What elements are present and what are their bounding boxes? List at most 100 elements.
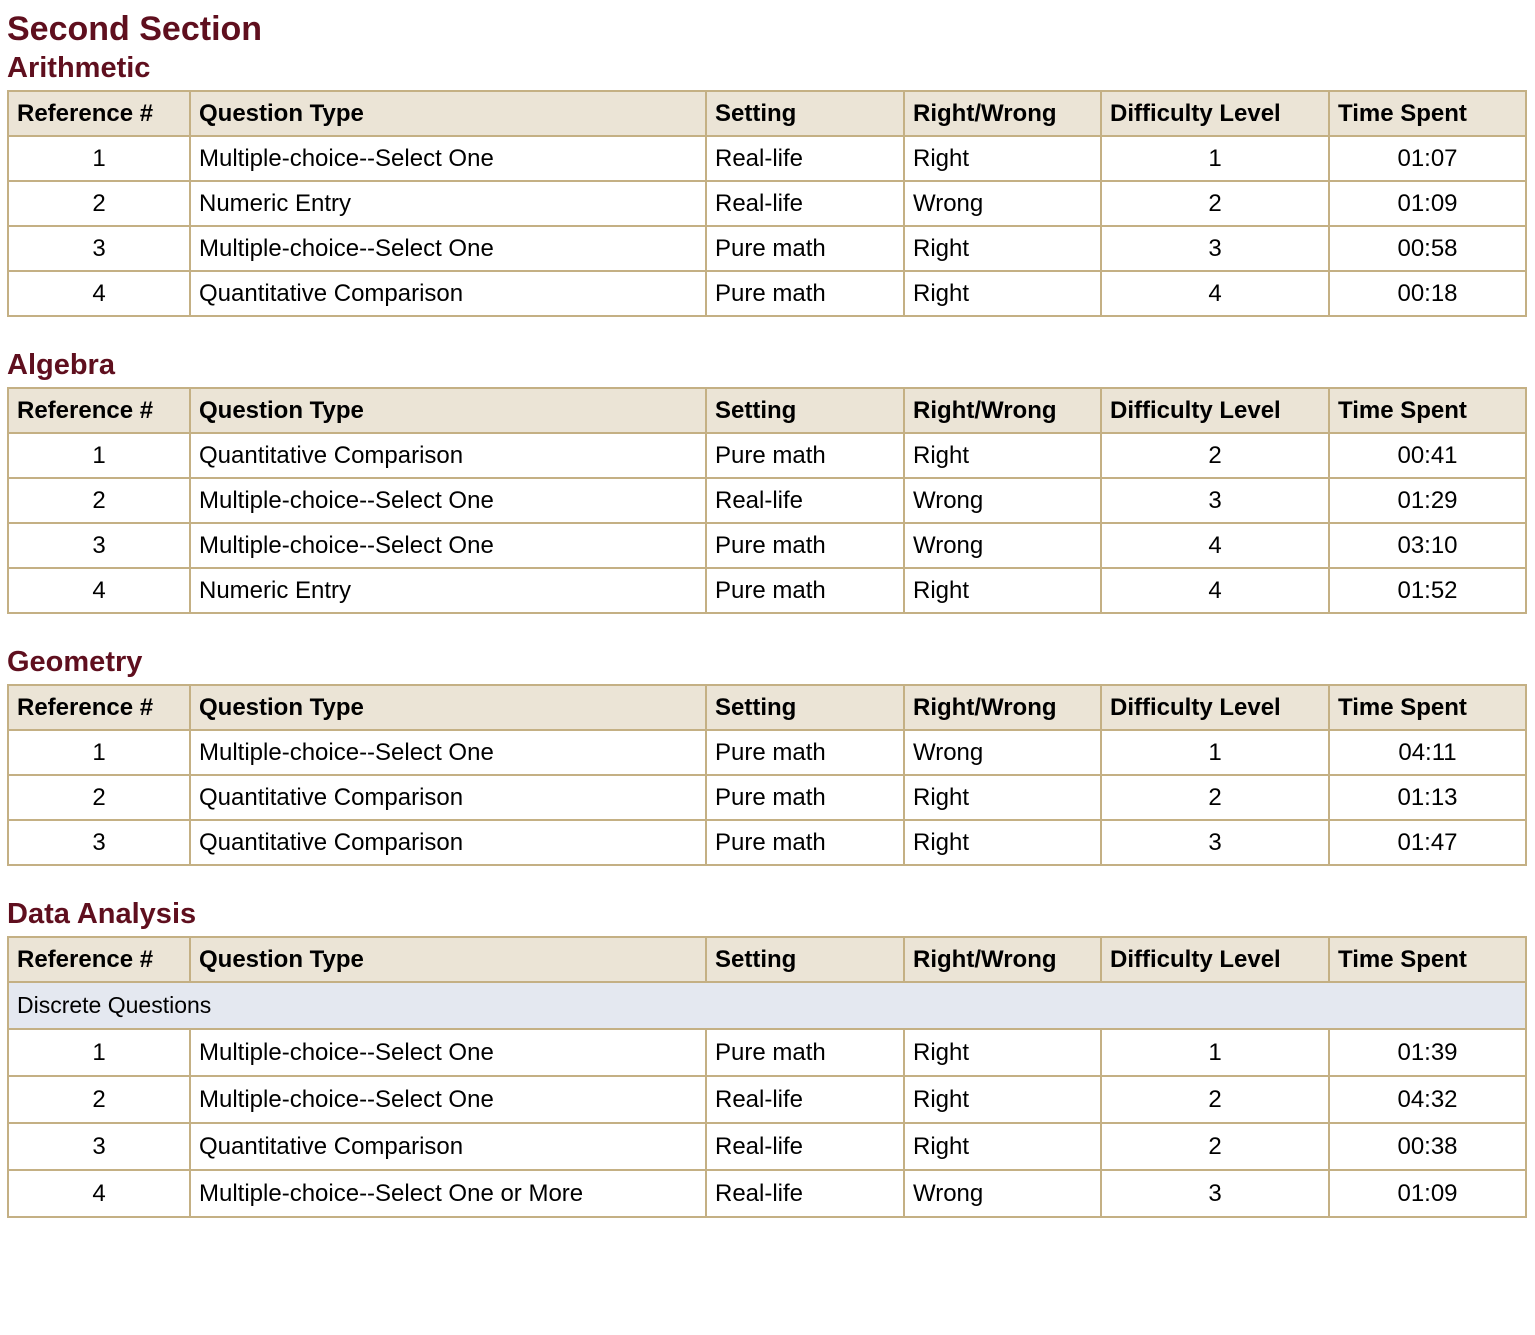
column-header: Time Spent — [1328, 387, 1527, 434]
column-header: Difficulty Level — [1100, 936, 1330, 983]
table-cell: Quantitative Comparison — [189, 1122, 707, 1171]
section-heading: Algebra — [7, 349, 115, 381]
table-cell: Multiple-choice--Select One — [189, 1028, 707, 1077]
table-cell: Real-life — [705, 477, 905, 524]
table-cell: 2 — [7, 180, 191, 227]
table-cell: Multiple-choice--Select One — [189, 522, 707, 569]
table-cell: 1 — [7, 1028, 191, 1077]
table-cell: 00:41 — [1328, 432, 1527, 479]
table-cell: 1 — [1100, 135, 1330, 182]
column-header: Right/Wrong — [903, 90, 1102, 137]
table-row: 3 Quantitative Comparison Pure math Right 3 0… — [7, 819, 1527, 866]
section-geometry: Geometry Reference # Question Type Setting R… — [7, 644, 1527, 866]
table-row: 4 Quantitative Comparison Pure math Right 4 0… — [7, 270, 1527, 317]
table-cell: Real-life — [705, 1075, 905, 1124]
table-cell: 2 — [7, 477, 191, 524]
table-row: 4 Numeric Entry Pure math Right 4 01:52 — [7, 567, 1527, 614]
table-cell: 2 — [7, 774, 191, 821]
table-cell: 2 — [1100, 774, 1330, 821]
table-cell: 1 — [1100, 1028, 1330, 1077]
table-cell: Real-life — [705, 135, 905, 182]
page-title: Second Section — [7, 10, 263, 48]
table-cell: Wrong — [903, 180, 1102, 227]
column-header: Right/Wrong — [903, 936, 1102, 983]
table-cell: Quantitative Comparison — [189, 819, 707, 866]
section-heading: Data Analysis — [7, 898, 197, 930]
group-row: Discrete Questions — [7, 981, 1527, 1030]
table-cell: Pure math — [705, 270, 905, 317]
results-table: Reference # Question Type Setting Right/Wro… — [7, 684, 1527, 866]
column-header: Setting — [705, 90, 905, 137]
page: Second Section Arithmetic Reference # Ques… — [7, 10, 1527, 1218]
table-cell: 01:09 — [1328, 180, 1527, 227]
table-cell: Multiple-choice--Select One — [189, 225, 707, 272]
table-cell: 2 — [1100, 180, 1330, 227]
table-row: 3 Quantitative Comparison Real-life Right 2 0… — [7, 1122, 1527, 1171]
column-header: Time Spent — [1328, 684, 1527, 731]
column-header: Reference # — [7, 90, 191, 137]
column-header: Setting — [705, 936, 905, 983]
table-cell: 00:38 — [1328, 1122, 1527, 1171]
table-cell: 01:52 — [1328, 567, 1527, 614]
column-header: Difficulty Level — [1100, 387, 1330, 434]
table-cell: 01:07 — [1328, 135, 1527, 182]
table-cell: 04:32 — [1328, 1075, 1527, 1124]
table-header-row: Reference # Question Type Setting Right/Wro… — [7, 936, 1527, 983]
table-cell: Right — [903, 774, 1102, 821]
table-cell: 3 — [1100, 1169, 1330, 1218]
table-row: 1 Quantitative Comparison Pure math Right 2 0… — [7, 432, 1527, 479]
table-cell: 01:29 — [1328, 477, 1527, 524]
table-cell: 00:58 — [1328, 225, 1527, 272]
table-cell: 1 — [7, 729, 191, 776]
table-row: 1 Multiple-choice--Select One Pure math Rig… — [7, 1028, 1527, 1077]
table-cell: 01:09 — [1328, 1169, 1527, 1218]
column-header: Time Spent — [1328, 90, 1527, 137]
section-heading: Geometry — [7, 646, 143, 678]
table-cell: Quantitative Comparison — [189, 432, 707, 479]
table-cell: Right — [903, 1028, 1102, 1077]
table-cell: 4 — [7, 1169, 191, 1218]
table-cell: Pure math — [705, 774, 905, 821]
table-cell: Quantitative Comparison — [189, 774, 707, 821]
table-cell: Right — [903, 819, 1102, 866]
column-header: Setting — [705, 387, 905, 434]
table-cell: Right — [903, 432, 1102, 479]
table-cell: Pure math — [705, 432, 905, 479]
table-cell: Wrong — [903, 729, 1102, 776]
table-row: 2 Quantitative Comparison Pure math Right 2 0… — [7, 774, 1527, 821]
table-cell: Pure math — [705, 225, 905, 272]
table-cell: 3 — [7, 1122, 191, 1171]
group-label: Discrete Questions — [7, 981, 1527, 1030]
table-cell: 00:18 — [1328, 270, 1527, 317]
section-heading: Arithmetic — [7, 52, 151, 84]
table-row: 3 Multiple-choice--Select One Pure math Rig… — [7, 225, 1527, 272]
section-arithmetic: Arithmetic Reference # Question Type Settin… — [7, 50, 1527, 317]
column-header: Setting — [705, 684, 905, 731]
column-header: Time Spent — [1328, 936, 1527, 983]
table-cell: Pure math — [705, 1028, 905, 1077]
table-cell: 4 — [1100, 522, 1330, 569]
table-cell: 3 — [1100, 819, 1330, 866]
table-row: 1 Multiple-choice--Select One Pure math Wro… — [7, 729, 1527, 776]
table-cell: Pure math — [705, 819, 905, 866]
column-header: Question Type — [189, 90, 707, 137]
column-header: Reference # — [7, 387, 191, 434]
table-cell: 01:39 — [1328, 1028, 1527, 1077]
table-row: 3 Multiple-choice--Select One Pure math Wro… — [7, 522, 1527, 569]
table-cell: Right — [903, 135, 1102, 182]
table-cell: Wrong — [903, 1169, 1102, 1218]
table-cell: 4 — [7, 567, 191, 614]
table-header-row: Reference # Question Type Setting Right/Wro… — [7, 684, 1527, 731]
table-cell: Wrong — [903, 477, 1102, 524]
table-row: 2 Multiple-choice--Select One Real-life Rig… — [7, 1075, 1527, 1124]
table-header-row: Reference # Question Type Setting Right/Wro… — [7, 387, 1527, 434]
table-cell: Right — [903, 567, 1102, 614]
table-cell: 2 — [7, 1075, 191, 1124]
table-cell: 1 — [7, 432, 191, 479]
column-header: Reference # — [7, 684, 191, 731]
table-cell: Pure math — [705, 522, 905, 569]
table-cell: Real-life — [705, 1169, 905, 1218]
table-cell: 4 — [1100, 567, 1330, 614]
section-data-analysis: Data Analysis Reference # Question Type Set… — [7, 896, 1527, 1218]
results-table: Reference # Question Type Setting Right/Wro… — [7, 387, 1527, 614]
